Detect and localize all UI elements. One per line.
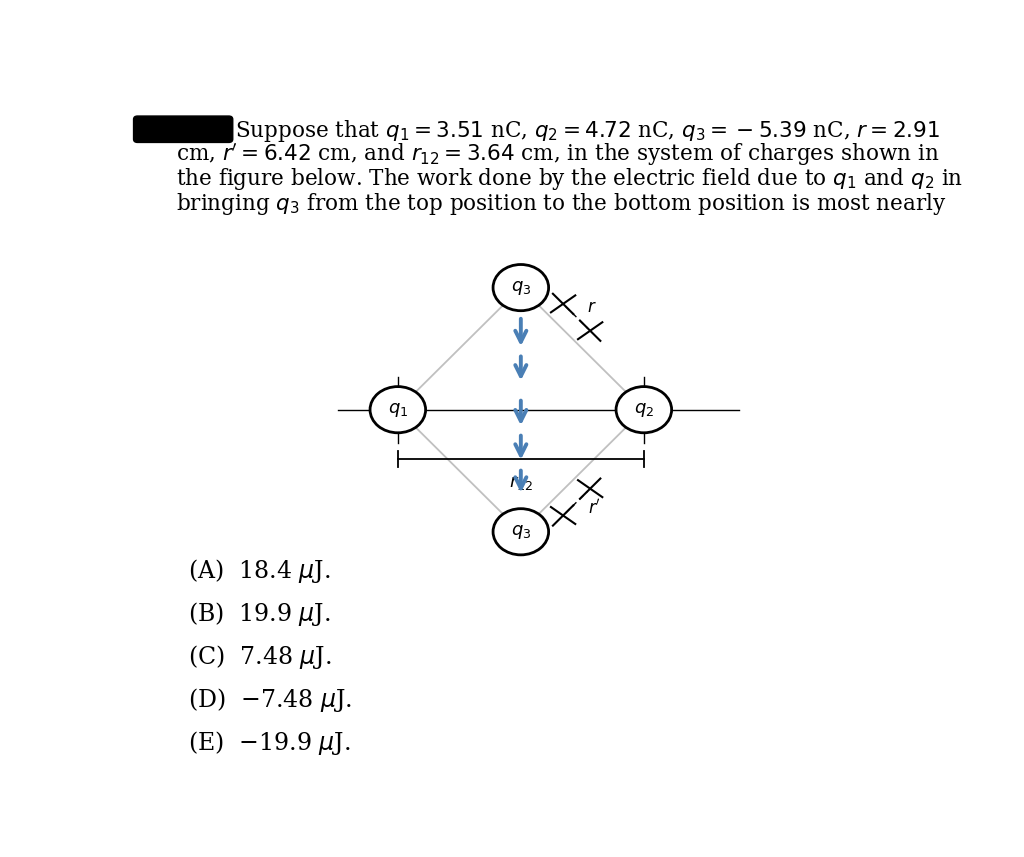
Text: $q_3$: $q_3$	[511, 523, 531, 541]
Text: $r_{12}$: $r_{12}$	[509, 474, 532, 492]
Text: $q_1$: $q_1$	[388, 401, 408, 419]
Text: (D)  $-$7.48 $\mu$J.: (D) $-$7.48 $\mu$J.	[187, 686, 351, 714]
Text: (A)  18.4 $\mu$J.: (A) 18.4 $\mu$J.	[187, 557, 330, 585]
Text: the figure below. The work done by the electric field due to $q_1$ and $q_2$ in: the figure below. The work done by the e…	[176, 166, 963, 192]
Text: bringing $q_3$ from the top position to the bottom position is most nearly: bringing $q_3$ from the top position to …	[176, 191, 946, 217]
Text: $r'$: $r'$	[589, 499, 601, 518]
Text: (B)  19.9 $\mu$J.: (B) 19.9 $\mu$J.	[187, 600, 331, 628]
Text: $r$: $r$	[587, 297, 597, 315]
Text: (E)  $-$19.9 $\mu$J.: (E) $-$19.9 $\mu$J.	[187, 729, 350, 757]
Circle shape	[370, 387, 426, 433]
Text: Suppose that $q_1 = 3.51$ nC, $q_2 = 4.72$ nC, $q_3 = -5.39$ nC, $r = 2.91$: Suppose that $q_1 = 3.51$ nC, $q_2 = 4.7…	[236, 117, 940, 144]
FancyBboxPatch shape	[133, 116, 232, 142]
Text: $q_3$: $q_3$	[511, 279, 531, 297]
Text: cm, $r^{\prime} = 6.42$ cm, and $r_{12} =3.64$ cm, in the system of charges show: cm, $r^{\prime} = 6.42$ cm, and $r_{12} …	[176, 141, 939, 168]
Circle shape	[494, 509, 549, 554]
Text: $q_2$: $q_2$	[634, 401, 654, 419]
Circle shape	[616, 387, 672, 433]
Circle shape	[494, 265, 549, 311]
Text: (C)  7.48 $\mu$J.: (C) 7.48 $\mu$J.	[187, 643, 331, 671]
